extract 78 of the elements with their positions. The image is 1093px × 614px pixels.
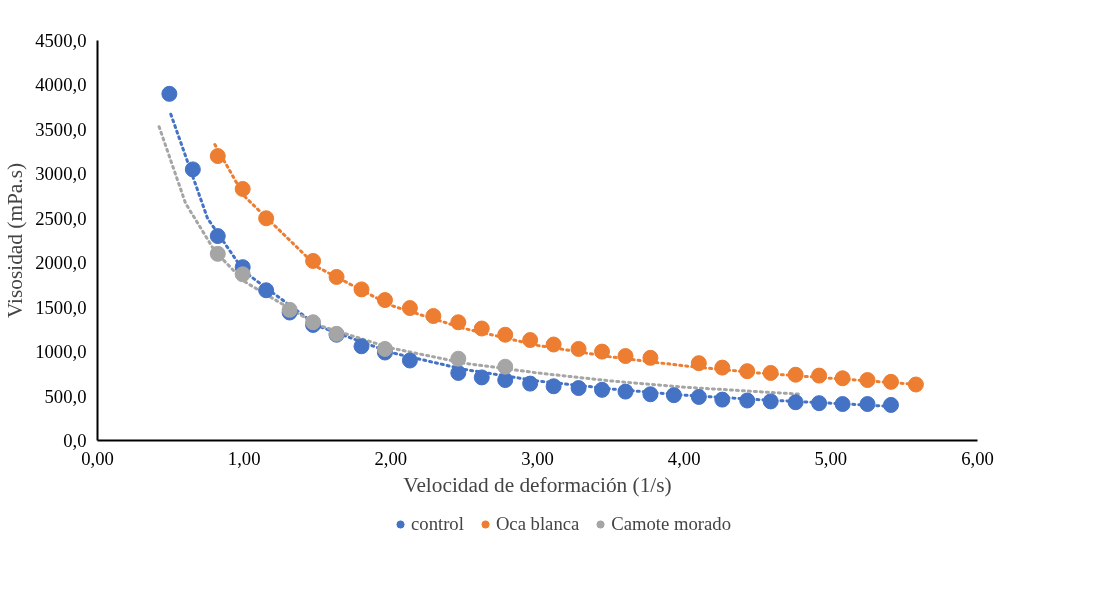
point (353, 281, 370, 298)
point (882, 396, 899, 413)
point (714, 391, 731, 408)
point (376, 340, 393, 357)
x-tick-label: 3,00 (521, 447, 554, 469)
point (258, 210, 275, 227)
point (859, 372, 876, 389)
point (642, 349, 659, 366)
point (787, 394, 804, 411)
point (594, 381, 611, 398)
point (690, 355, 707, 372)
point (859, 396, 876, 413)
point (690, 388, 707, 405)
point (401, 352, 418, 369)
point (497, 326, 514, 343)
y-tick-label: 3500,0 (35, 118, 87, 140)
point (353, 338, 370, 355)
point (594, 343, 611, 360)
point (714, 359, 731, 376)
point (328, 268, 345, 285)
x-tick-label: 6,00 (961, 447, 994, 469)
y-axis-title: Visosidad (mPa.s) (3, 162, 28, 319)
x-tick-label: 2,00 (374, 447, 408, 469)
point (570, 380, 587, 397)
point (522, 332, 539, 349)
y-tick-label: 2000,0 (35, 252, 87, 274)
point (497, 372, 514, 389)
point (787, 366, 804, 383)
point (762, 364, 779, 381)
y-tick-label: 1000,0 (35, 341, 87, 363)
point (762, 393, 779, 410)
y-tick-label: 2500,0 (35, 207, 87, 229)
point (907, 376, 924, 393)
point (617, 348, 634, 365)
point (234, 266, 251, 283)
point (497, 358, 514, 375)
point (811, 395, 828, 412)
x-tick-label: 5,00 (814, 447, 848, 469)
x-tick-label: 1,00 (227, 447, 261, 469)
point (450, 350, 467, 367)
point (425, 308, 442, 325)
y-tick-label: 500,0 (44, 385, 87, 407)
point (473, 369, 490, 386)
point (522, 375, 539, 392)
point (834, 396, 851, 413)
point (258, 282, 275, 299)
point (882, 373, 899, 390)
point (305, 252, 322, 269)
point (739, 363, 756, 380)
point (161, 85, 178, 102)
point (450, 314, 467, 331)
y-tick-label: 3000,0 (35, 163, 87, 185)
point (209, 148, 226, 165)
y-tick-label: 4000,0 (35, 74, 87, 96)
y-tick-label: 4500,0 (35, 30, 87, 51)
point (739, 392, 756, 409)
point (401, 300, 418, 317)
point (234, 180, 251, 197)
point (570, 340, 587, 357)
point (811, 367, 828, 384)
point (545, 378, 562, 395)
point (545, 336, 562, 353)
legend-label: control (411, 513, 464, 535)
point (184, 161, 201, 178)
point (450, 364, 467, 381)
point (834, 370, 851, 387)
point (642, 386, 659, 403)
point (376, 292, 393, 309)
point (209, 228, 226, 245)
legend-label: Oca blanca (495, 513, 580, 535)
point (617, 383, 634, 400)
legend-label: Camote morado (611, 513, 731, 535)
x-tick-label: 4,00 (667, 447, 701, 469)
point (473, 320, 490, 337)
point (209, 245, 226, 262)
point (665, 387, 682, 404)
x-axis-title: Velocidad de deformación (1/s) (403, 472, 672, 497)
y-tick-label: 1500,0 (35, 296, 87, 318)
